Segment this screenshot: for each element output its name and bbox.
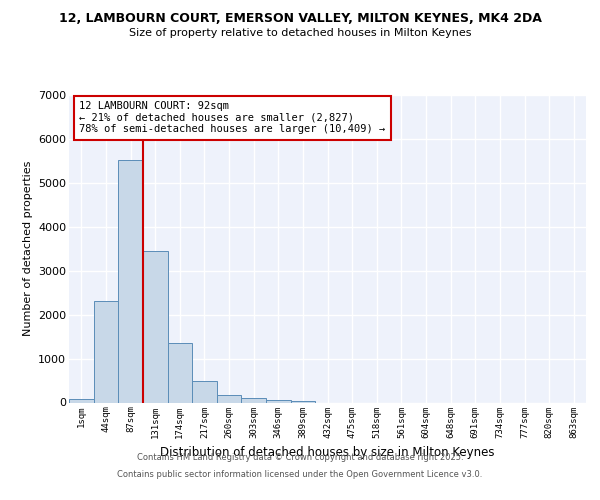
Bar (69, 399, 94, 402)
X-axis label: Distribution of detached houses by size in Milton Keynes: Distribution of detached houses by size … (160, 446, 495, 459)
Y-axis label: Number of detached properties: Number of detached properties (23, 161, 32, 336)
Bar (192, 382, 217, 402)
Bar (290, 401, 315, 402)
Text: Size of property relative to detached houses in Milton Keynes: Size of property relative to detached ho… (129, 28, 471, 38)
Text: Contains public sector information licensed under the Open Government Licence v3: Contains public sector information licen… (118, 470, 482, 479)
Text: 12 LAMBOURN COURT: 92sqm
← 21% of detached houses are smaller (2,827)
78% of sem: 12 LAMBOURN COURT: 92sqm ← 21% of detach… (79, 101, 386, 134)
Bar (241, 398, 266, 402)
Bar (94, 302, 118, 402)
Bar (167, 343, 192, 402)
Bar (118, 160, 143, 402)
Bar (266, 400, 290, 402)
Text: 12, LAMBOURN COURT, EMERSON VALLEY, MILTON KEYNES, MK4 2DA: 12, LAMBOURN COURT, EMERSON VALLEY, MILT… (59, 12, 541, 26)
Bar (143, 251, 167, 402)
Bar (217, 395, 241, 402)
Text: Contains HM Land Registry data © Crown copyright and database right 2025.: Contains HM Land Registry data © Crown c… (137, 452, 463, 462)
